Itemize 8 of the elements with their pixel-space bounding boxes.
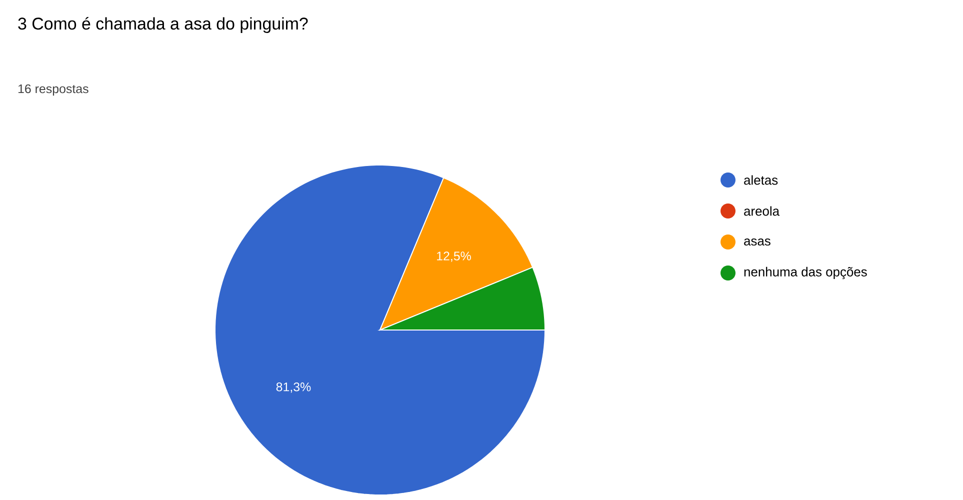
data-label: 12,5% <box>437 252 471 262</box>
chart-title: 3 Como é chamada a asa do pinguim? <box>18 17 308 33</box>
legend-label: areola <box>744 206 780 216</box>
data-label: 81,3% <box>276 382 311 393</box>
text: 16 respostas <box>18 84 88 96</box>
legend-label: asas <box>744 238 770 246</box>
legend-label: nenhuma das opções <box>744 266 867 280</box>
legend-label: aletas <box>744 175 778 185</box>
